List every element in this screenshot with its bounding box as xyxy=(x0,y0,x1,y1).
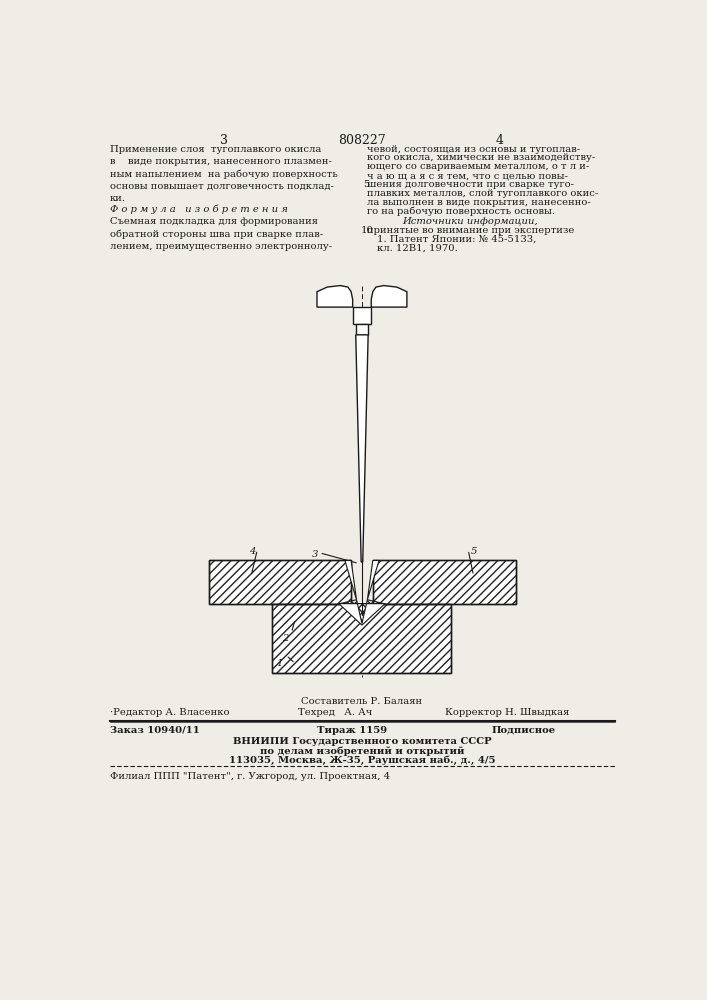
Text: Филиал ППП "Патент", г. Ужгород, ул. Проектная, 4: Филиал ППП "Патент", г. Ужгород, ул. Про… xyxy=(110,772,390,781)
Text: 1. Патент Японии: № 45-5133,: 1. Патент Японии: № 45-5133, xyxy=(377,235,536,244)
Bar xyxy=(373,560,516,604)
Bar xyxy=(209,560,351,604)
Polygon shape xyxy=(339,604,385,625)
Bar xyxy=(356,324,368,335)
Text: кл. 12В1, 1970.: кл. 12В1, 1970. xyxy=(377,244,457,253)
Text: Применение слоя  тугоплавкого окисла
в    виде покрытия, нанесенного плазмен-
ны: Применение слоя тугоплавкого окисла в ви… xyxy=(110,145,338,203)
Bar xyxy=(272,604,451,673)
Text: 4: 4 xyxy=(250,547,256,556)
Text: Съемная подкладка для формирования
обратной стороны шва при сварке плав-
лением,: Съемная подкладка для формирования обрат… xyxy=(110,217,332,251)
Text: 5: 5 xyxy=(363,180,370,189)
Text: 113035, Москва, Ж-35, Раушская наб., д., 4/5: 113035, Москва, Ж-35, Раушская наб., д.,… xyxy=(228,755,495,765)
Text: по делам изобретений и открытий: по делам изобретений и открытий xyxy=(259,746,464,756)
Text: 4: 4 xyxy=(495,134,503,147)
Text: Источники информации,: Источники информации, xyxy=(402,217,538,226)
Text: Тираж 1159: Тираж 1159 xyxy=(317,726,387,735)
Text: чевой, состоящая из основы и тугоплав-: чевой, состоящая из основы и тугоплав- xyxy=(368,145,580,154)
Polygon shape xyxy=(345,560,356,600)
Text: ла выполнен в виде покрытия, нанесенно-: ла выполнен в виде покрытия, нанесенно- xyxy=(368,198,591,207)
Text: Заказ 10940/11: Заказ 10940/11 xyxy=(110,726,200,735)
Text: Составитель Р. Балаян: Составитель Р. Балаян xyxy=(301,698,423,706)
Polygon shape xyxy=(368,560,379,600)
Bar xyxy=(272,604,451,673)
Bar xyxy=(209,560,351,604)
Text: го на рабочую поверхность основы.: го на рабочую поверхность основы. xyxy=(368,207,556,216)
Text: ·Редактор А. Власенко: ·Редактор А. Власенко xyxy=(110,708,230,717)
Text: ВНИИПИ Государственного комитета СССР: ВНИИПИ Государственного комитета СССР xyxy=(233,737,491,746)
Text: 2: 2 xyxy=(282,634,288,643)
Text: Техред   А. Ач: Техред А. Ач xyxy=(298,708,372,717)
Bar xyxy=(272,604,451,673)
Text: 3: 3 xyxy=(220,134,228,147)
Text: Корректор Н. Швыдкая: Корректор Н. Швыдкая xyxy=(445,708,569,717)
Bar xyxy=(373,560,516,604)
Polygon shape xyxy=(317,286,353,307)
Text: кого окисла, химически не взаимодейству-: кого окисла, химически не взаимодейству- xyxy=(368,153,595,162)
Polygon shape xyxy=(371,286,407,307)
Text: 5: 5 xyxy=(471,547,477,556)
Bar xyxy=(209,560,351,604)
Text: Ф о р м у л а   и з о б р е т е н и я: Ф о р м у л а и з о б р е т е н и я xyxy=(110,205,288,214)
Text: ющего со свариваемым металлом, о т л и-: ющего со свариваемым металлом, о т л и- xyxy=(368,162,590,171)
Text: ч а ю щ а я с я тем, что с целью повы-: ч а ю щ а я с я тем, что с целью повы- xyxy=(368,171,568,180)
Text: Подписное: Подписное xyxy=(491,726,556,735)
Text: шения долговечности при сварке туго-: шения долговечности при сварке туго- xyxy=(368,180,574,189)
Text: 1: 1 xyxy=(276,659,283,668)
Text: плавких металлов, слой тугоплавкого окис-: плавких металлов, слой тугоплавкого окис… xyxy=(368,189,599,198)
Bar xyxy=(373,560,516,604)
Text: принятые во внимание при экспертизе: принятые во внимание при экспертизе xyxy=(368,226,575,235)
Text: 808227: 808227 xyxy=(338,134,386,147)
Bar xyxy=(353,307,371,324)
Polygon shape xyxy=(356,335,368,562)
Text: 3: 3 xyxy=(312,550,318,559)
Text: 10: 10 xyxy=(361,226,374,235)
